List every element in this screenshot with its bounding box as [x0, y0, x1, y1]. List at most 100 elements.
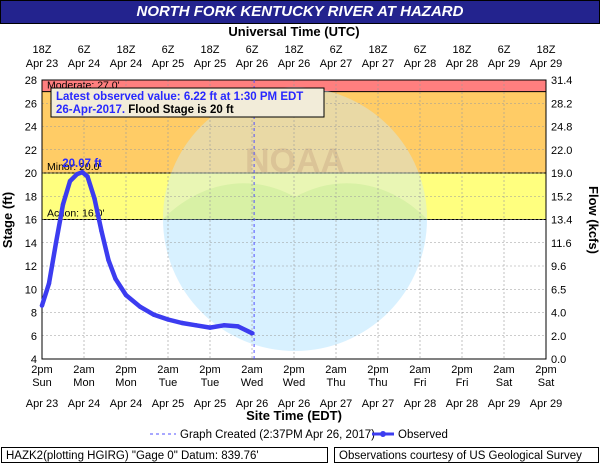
y-tick-label: 12: [25, 261, 37, 273]
y-tick-label: 18: [25, 191, 37, 203]
flood-band-label-1: Minor: 20.0': [47, 161, 102, 173]
x-tick-day: Wed: [283, 377, 305, 389]
data-point: [249, 330, 255, 336]
top-tick-time: 18Z: [201, 44, 220, 56]
top-tick-time: 18Z: [117, 44, 136, 56]
x-tick-time: 2pm: [31, 364, 52, 376]
left-axis-title: Stage (ft): [0, 192, 15, 248]
data-point: [179, 320, 185, 326]
x-tick-day: Mon: [73, 377, 94, 389]
top-tick-date: Apr 25: [152, 58, 184, 70]
y2-tick-label: 6.5: [551, 284, 566, 296]
x-tick-time: 2am: [157, 364, 178, 376]
x-tick-day: Tue: [159, 377, 178, 389]
flood-stage-note: Flood Stage is 20 ft: [125, 104, 234, 116]
x-tick-date: Apr 28: [404, 398, 436, 410]
top-tick-date: Apr 24: [68, 58, 100, 70]
x-tick-time: 2pm: [199, 364, 220, 376]
x-tick-time: 2pm: [451, 364, 472, 376]
top-tick-time: 6Z: [330, 44, 343, 56]
x-tick-day: Sat: [538, 377, 555, 389]
legend-observed-marker: [380, 431, 386, 437]
axes: 4 0.0 6 2.0 8 4.0 10 6.5 12 9.6 14 11.6 16 13.4 18 15.2…: [25, 44, 573, 410]
x-tick-day: Tue: [201, 377, 220, 389]
y2-tick-label: 24.8: [551, 122, 572, 134]
x-tick-date: Apr 29: [530, 398, 562, 410]
y-tick-label: 8: [31, 308, 37, 320]
data-point: [39, 303, 45, 308]
y2-tick-label: 2.0: [551, 331, 566, 343]
top-tick-date: Apr 26: [236, 58, 268, 70]
x-tick-time: 2pm: [115, 364, 136, 376]
latest-value-date: 26-Apr-2017.: [56, 104, 125, 116]
y2-tick-label: 9.6: [551, 261, 566, 273]
top-tick-time: 6Z: [414, 44, 427, 56]
noaa-logo-watermark: NOAA: [163, 87, 427, 351]
y2-tick-label: 13.4: [551, 215, 572, 227]
y2-tick-label: 28.2: [551, 98, 572, 110]
top-tick-time: 6Z: [246, 44, 259, 56]
top-tick-date: Apr 24: [110, 58, 142, 70]
top-tick-date: Apr 27: [320, 58, 352, 70]
y2-tick-label: 4.0: [551, 308, 566, 320]
data-point: [123, 292, 129, 298]
x-tick-date: Apr 26: [278, 398, 310, 410]
peak-label: 20.07 ft: [62, 158, 102, 170]
legend-created-label: Graph Created (2:37PM Apr 26, 2017): [180, 429, 375, 441]
x-tick-date: Apr 26: [236, 398, 268, 410]
x-tick-time: 2pm: [283, 364, 304, 376]
noaa-logo-text: NOAA: [245, 142, 345, 180]
x-tick-date: Apr 29: [488, 398, 520, 410]
latest-value-line2: 26-Apr-2017. Flood Stage is 20 ft: [56, 104, 234, 116]
latest-value-line1: Latest observed value: 6.22 ft at 1:30 P…: [56, 91, 303, 103]
data-point: [99, 228, 104, 234]
top-tick-date: Apr 28: [446, 58, 478, 70]
x-tick-date: Apr 24: [68, 398, 100, 410]
data-point: [193, 323, 199, 328]
x-tick-time: 2am: [325, 364, 346, 376]
legend-observed-label: Observed: [398, 429, 448, 441]
top-tick-date: Apr 25: [194, 58, 226, 70]
y2-tick-label: 31.4: [551, 75, 572, 87]
top-tick-time: 6Z: [78, 44, 91, 56]
data-point: [113, 276, 118, 281]
x-tick-date: Apr 25: [194, 398, 226, 410]
chart-title: NORTH FORK KENTUCKY RIVER AT HAZARD: [136, 3, 464, 20]
y-tick-label: 14: [25, 238, 37, 250]
x-tick-day: Thu: [369, 377, 388, 389]
top-tick-time: 18Z: [33, 44, 52, 56]
plot-grid: [41, 79, 547, 360]
data-point: [67, 178, 73, 184]
data-point: [53, 240, 59, 245]
data-point: [207, 325, 213, 330]
y2-tick-label: 19.0: [551, 168, 572, 180]
noaa-logo-circle: [163, 87, 427, 351]
x-tick-date: Apr 27: [362, 398, 394, 410]
top-tick-date: Apr 27: [362, 58, 394, 70]
x-tick-date: Apr 27: [320, 398, 352, 410]
x-tick-time: 2am: [241, 364, 262, 376]
top-tick-time: 18Z: [285, 44, 304, 56]
y-tick-label: 16: [25, 215, 37, 227]
x-tick-date: Apr 28: [446, 398, 478, 410]
data-point: [80, 169, 85, 175]
x-tick-date: Apr 24: [110, 398, 142, 410]
x-tick-day: Thu: [327, 377, 346, 389]
x-tick-day: Fri: [414, 377, 427, 389]
noaa-logo-bird: [163, 87, 427, 219]
x-tick-time: 2pm: [367, 364, 388, 376]
x-tick-day: Fri: [456, 377, 469, 389]
data-point: [221, 323, 227, 328]
data-point: [46, 281, 52, 286]
y-tick-label: 28: [25, 75, 37, 87]
y-tick-label: 20: [25, 168, 37, 180]
data-point: [235, 324, 241, 329]
y-tick-label: 22: [25, 145, 37, 157]
x-tick-day: Wed: [241, 377, 263, 389]
right-axis-title: Flow (kcfs): [586, 186, 600, 254]
y2-tick-label: 15.2: [551, 191, 572, 203]
x-tick-day: Sun: [32, 377, 52, 389]
data-point: [85, 174, 90, 179]
y2-tick-label: 22.0: [551, 145, 572, 157]
data-point: [137, 304, 143, 309]
